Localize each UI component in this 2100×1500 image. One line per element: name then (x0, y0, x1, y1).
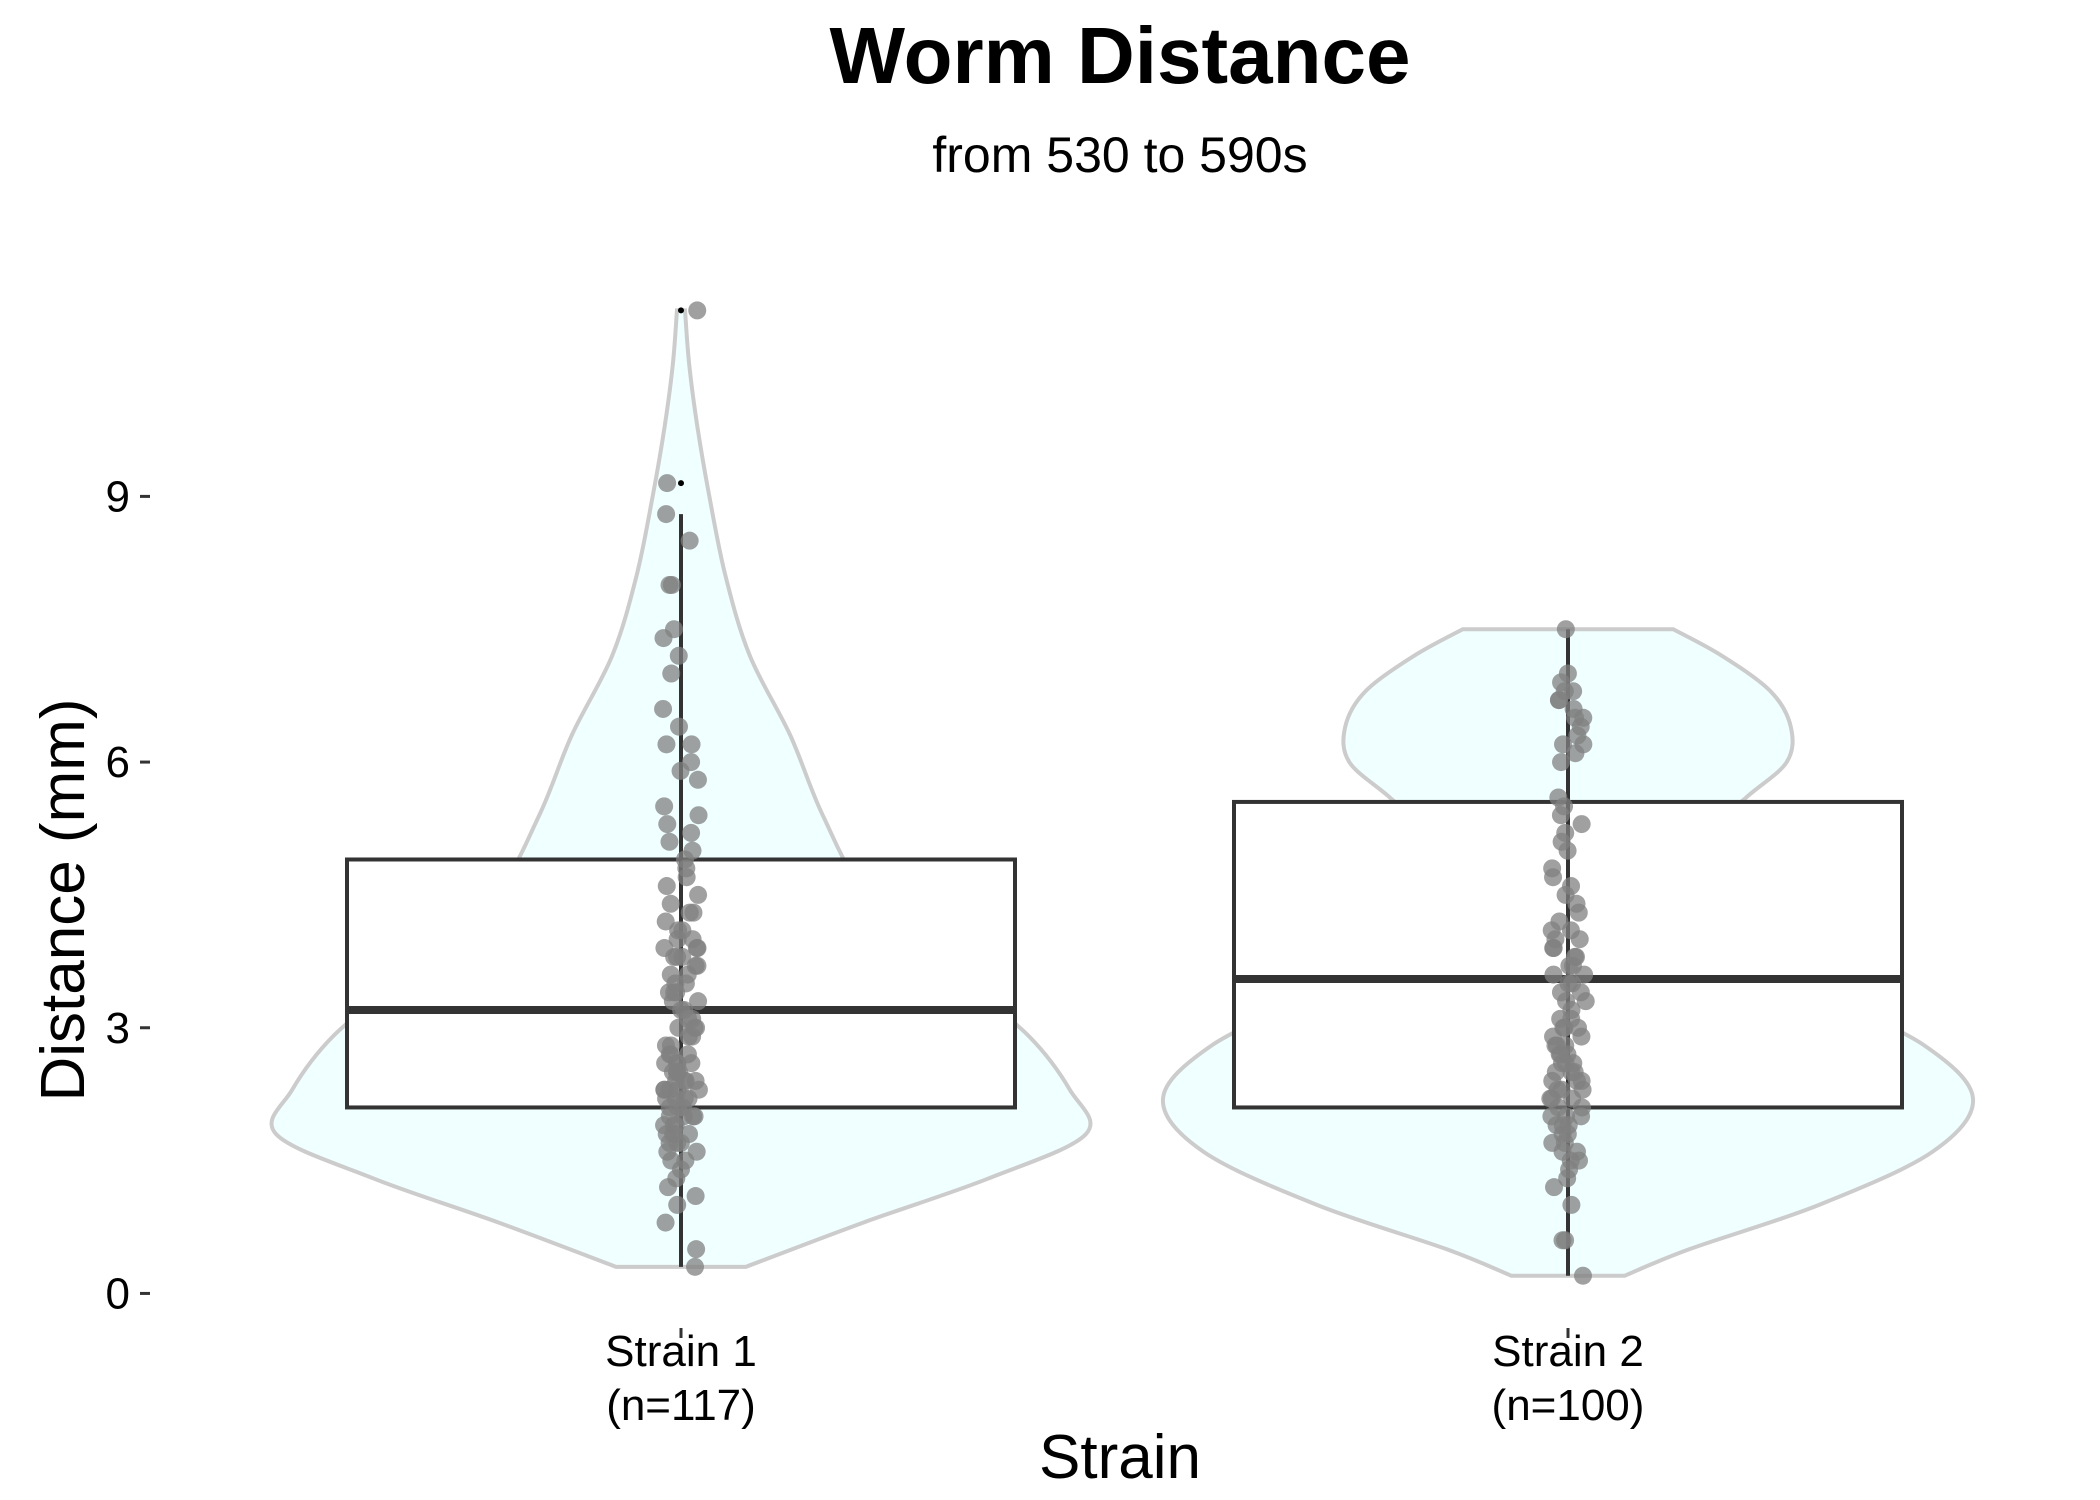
data-point-1-82 (661, 894, 680, 913)
y-tick-label-6: 6 (106, 738, 130, 787)
data-point-1-114 (656, 1054, 675, 1073)
data-point-1-89 (660, 832, 679, 851)
data-point-1-109 (658, 474, 677, 493)
data-point-2-94 (1552, 832, 1571, 851)
data-point-2-81 (1576, 992, 1595, 1011)
x-tick-n-label-2: (n=100) (1492, 1381, 1645, 1430)
data-point-1-72 (668, 947, 687, 966)
data-point-1-93 (655, 797, 674, 816)
data-point-1-117 (688, 939, 707, 958)
data-point-1-108 (657, 505, 676, 524)
data-point-1-90 (682, 823, 701, 842)
group-2 (1160, 620, 1976, 1285)
data-point-2-86 (1563, 1089, 1582, 1108)
data-point-2-91 (1575, 965, 1594, 984)
data-point-1-98 (657, 735, 676, 754)
data-point-1-1 (686, 1257, 705, 1276)
data-point-2-85 (1559, 1116, 1578, 1135)
data-point-1-107 (680, 531, 699, 550)
data-point-1-79 (656, 912, 675, 931)
data-point-2-99 (1562, 1195, 1581, 1214)
outlier-1-1 (678, 480, 684, 487)
data-point-1-12 (687, 1142, 706, 1161)
data-point-2-84 (1553, 1142, 1572, 1161)
data-point-1-2 (687, 1240, 706, 1259)
data-point-1-4 (668, 1195, 687, 1214)
x-axis: Strain 1 (n=117) Strain 2 (n=100) (605, 1327, 1644, 1430)
data-point-1-78 (669, 921, 688, 940)
y-axis: 0 3 6 9 (106, 472, 150, 1318)
data-point-1-92 (689, 806, 708, 825)
y-tick-label-3: 3 (106, 1004, 130, 1053)
chart-title: Worm Distance (830, 11, 1411, 100)
outlier-1-2 (678, 307, 684, 314)
data-point-2-97 (1566, 708, 1585, 727)
group-1 (269, 301, 1093, 1276)
data-point-2-63 (1552, 753, 1571, 772)
data-point-2-89 (1555, 1018, 1574, 1037)
y-tick-label-0: 0 (106, 1269, 130, 1318)
data-point-2-60 (1572, 815, 1591, 834)
data-point-1-94 (688, 770, 707, 789)
data-point-2-78 (1546, 1063, 1565, 1082)
data-point-1-51 (661, 1036, 680, 1055)
data-point-1-97 (682, 735, 701, 754)
data-point-1-91 (658, 815, 677, 834)
data-point-2-98 (1550, 691, 1569, 710)
data-point-1-60 (689, 992, 708, 1011)
data-point-1-3 (656, 1213, 675, 1232)
data-point-2-74 (1558, 664, 1577, 683)
data-point-2-92 (1570, 930, 1589, 949)
data-point-2-3 (1556, 1231, 1575, 1250)
data-point-2-55 (1562, 877, 1581, 896)
data-point-1-83 (689, 885, 708, 904)
x-tick-n-label-1: (n=117) (606, 1381, 756, 1430)
x-tick-label-1: Strain 1 (605, 1327, 757, 1376)
x-tick-label-2: Strain 2 (1492, 1327, 1644, 1376)
data-point-1-67 (661, 965, 680, 984)
data-point-2-90 (1551, 983, 1570, 1002)
data-point-1-69 (688, 956, 707, 975)
data-point-1-101 (662, 664, 681, 683)
data-point-1-102 (669, 646, 688, 665)
data-point-1-96 (682, 753, 701, 772)
data-point-1-88 (683, 841, 702, 860)
x-axis-title: Strain (1039, 1423, 1201, 1492)
data-point-1-112 (655, 1080, 674, 1099)
data-point-1-39 (686, 1071, 705, 1090)
data-point-2-57 (1543, 859, 1562, 878)
data-point-2-4 (1545, 1178, 1564, 1197)
data-point-1-100 (654, 699, 673, 718)
data-point-1-5 (686, 1187, 705, 1206)
data-point-2-95 (1551, 806, 1570, 825)
data-point-1-115 (669, 1018, 688, 1037)
data-point-2-93 (1567, 894, 1586, 913)
data-point-1-18 (680, 1125, 699, 1144)
data-point-1-73 (655, 939, 674, 958)
data-point-1-110 (688, 301, 707, 320)
data-point-2-83 (1542, 921, 1561, 940)
data-point-2-96 (1554, 735, 1573, 754)
data-point-1-99 (669, 717, 688, 736)
data-point-1-116 (667, 983, 686, 1002)
data-point-1-49 (678, 1045, 697, 1064)
chart-subtitle: from 530 to 590s (932, 127, 1307, 183)
data-point-1-106 (662, 575, 681, 594)
y-axis-title: Distance (mm) (29, 698, 98, 1101)
data-point-1-84 (657, 877, 676, 896)
data-point-2-1 (1573, 1266, 1592, 1285)
plot-area (269, 301, 1976, 1285)
data-point-2-75 (1556, 620, 1575, 639)
data-point-1-81 (684, 903, 703, 922)
data-point-2-100 (1558, 1045, 1577, 1064)
data-point-2-62 (1549, 788, 1568, 807)
data-point-1-113 (666, 1116, 685, 1135)
data-point-1-104 (665, 620, 684, 639)
data-point-2-44 (1544, 965, 1563, 984)
y-tick-label-9: 9 (106, 472, 130, 521)
